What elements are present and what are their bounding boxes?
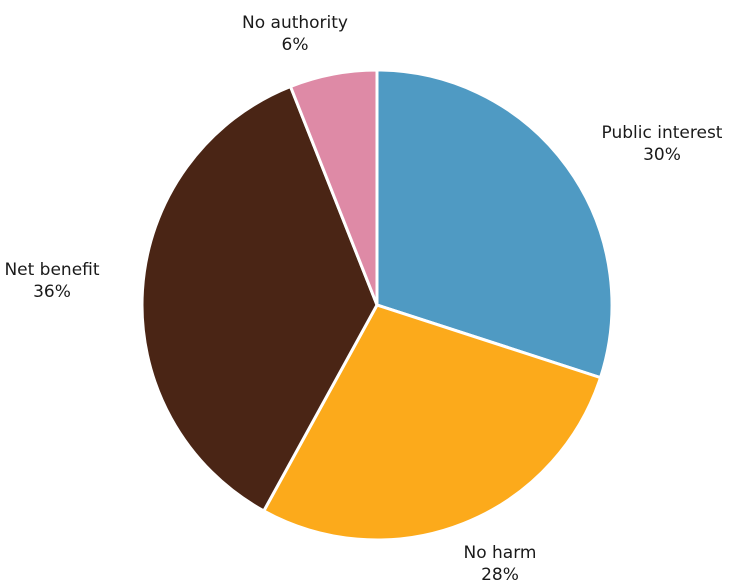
- slice-no-authority: [288, 68, 379, 307]
- slice-value-no-authority: 6%: [282, 35, 309, 55]
- slice-label-no-authority: No authority: [242, 13, 348, 33]
- slice-label-public-interest: Public interest: [602, 123, 723, 143]
- slice-no-harm: [262, 303, 602, 542]
- slice-value-public-interest: 30%: [643, 145, 681, 165]
- slice-net-benefit: [140, 85, 379, 513]
- slice-public-interest: [375, 68, 614, 380]
- slice-label-net-benefit: Net benefit: [4, 260, 99, 280]
- pie-slices: [140, 68, 614, 542]
- slice-label-no-harm: No harm: [464, 543, 537, 563]
- slice-value-no-harm: 28%: [481, 565, 519, 585]
- slice-value-net-benefit: 36%: [33, 282, 71, 302]
